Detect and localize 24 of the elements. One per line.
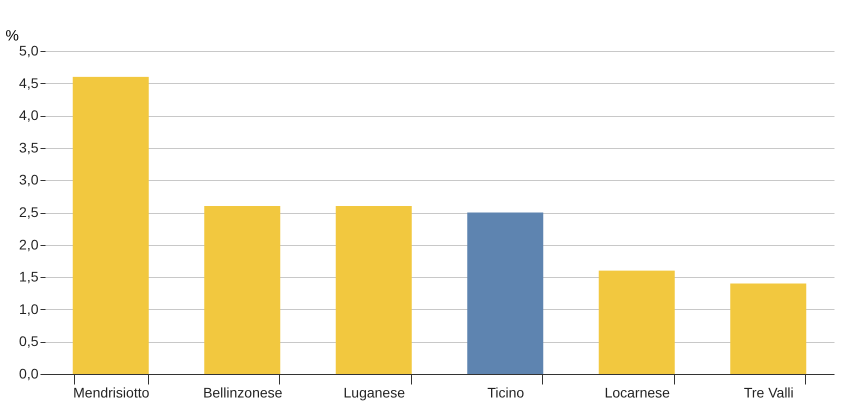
y-tick-label: 1,5 — [19, 268, 39, 285]
x-tick-label: Luganese — [343, 384, 406, 400]
x-tick-label: Tre Valli — [744, 384, 794, 400]
x-tick-label: Locarnese — [604, 384, 670, 400]
bar — [336, 206, 412, 374]
x-tick-label: Ticino — [487, 384, 524, 400]
y-tick-label: 3,0 — [19, 172, 39, 188]
bar — [204, 206, 280, 374]
y-axis-title: % — [6, 28, 19, 44]
bar — [598, 270, 675, 374]
y-tick-label: 5,0 — [19, 42, 39, 58]
bar — [730, 284, 806, 374]
y-tick-label: 0,0 — [19, 366, 39, 382]
y-tick-label: 2,0 — [19, 236, 39, 252]
y-tick-label: 1,0 — [19, 300, 39, 317]
y-tick-label: 0,5 — [19, 333, 39, 350]
y-tick-label: 2,5 — [19, 204, 39, 220]
bar — [72, 76, 149, 374]
bar — [467, 212, 544, 374]
y-tick-label: 3,5 — [19, 139, 39, 156]
x-tick-label: Mendrisiotto — [73, 384, 150, 400]
y-tick-label: 4,5 — [19, 74, 39, 91]
x-tick-label: Bellinzonese — [203, 384, 283, 400]
y-tick-label: 4,0 — [19, 107, 39, 124]
